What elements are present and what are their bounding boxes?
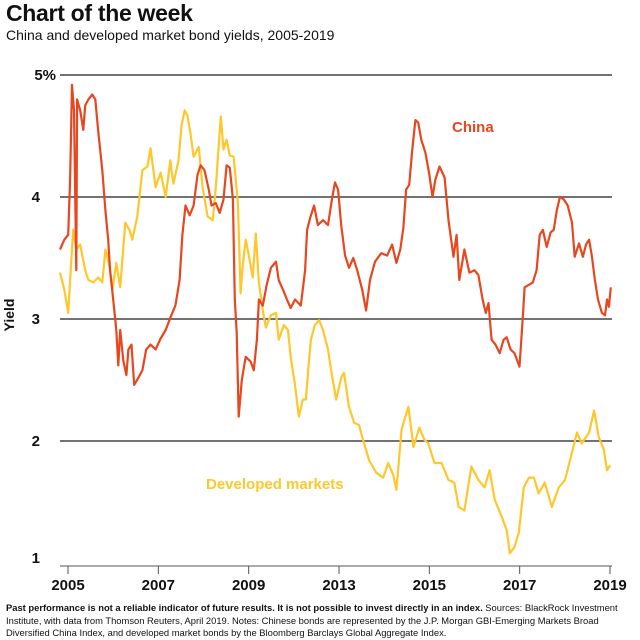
y-tick-label: 2 [32, 433, 40, 450]
y-axis: 5% 4 3 2 1 [32, 67, 56, 567]
series-line-developed-markets [58, 109, 612, 555]
x-tick-label: 2009 [232, 577, 265, 594]
x-tick-label: 2005 [51, 577, 84, 594]
footnote: Past performance is not a reliable indic… [6, 602, 634, 640]
series-line-china [58, 83, 612, 418]
x-tick-label: 2015 [413, 577, 446, 594]
y-tick-label: 4 [32, 189, 41, 206]
footnote-disclaimer: Past performance is not a reliable indic… [6, 602, 483, 613]
developed-markets-series-label: Developed markets [206, 476, 344, 493]
china-series-label: China [452, 119, 494, 136]
x-tick-label: 2013 [322, 577, 355, 594]
y-tick-label: 1 [32, 550, 40, 567]
series-lines [58, 83, 612, 555]
y-tick-label: 5% [34, 67, 56, 84]
x-tick-label: 2019 [593, 577, 626, 594]
y-tick-label: 3 [32, 311, 40, 328]
x-axis: 2005 2007 2009 2013 2015 2017 2019 [51, 565, 627, 594]
y-axis-label: Yield [1, 299, 17, 332]
chart-subtitle: China and developed market bond yields, … [6, 27, 335, 43]
footnote-sources: Sources: BlackRock Investment Institute,… [6, 602, 618, 638]
x-tick-label: 2007 [142, 577, 175, 594]
page-title: Chart of the week [6, 0, 193, 26]
x-tick-label: 2017 [503, 577, 536, 594]
gridlines [60, 74, 612, 442]
